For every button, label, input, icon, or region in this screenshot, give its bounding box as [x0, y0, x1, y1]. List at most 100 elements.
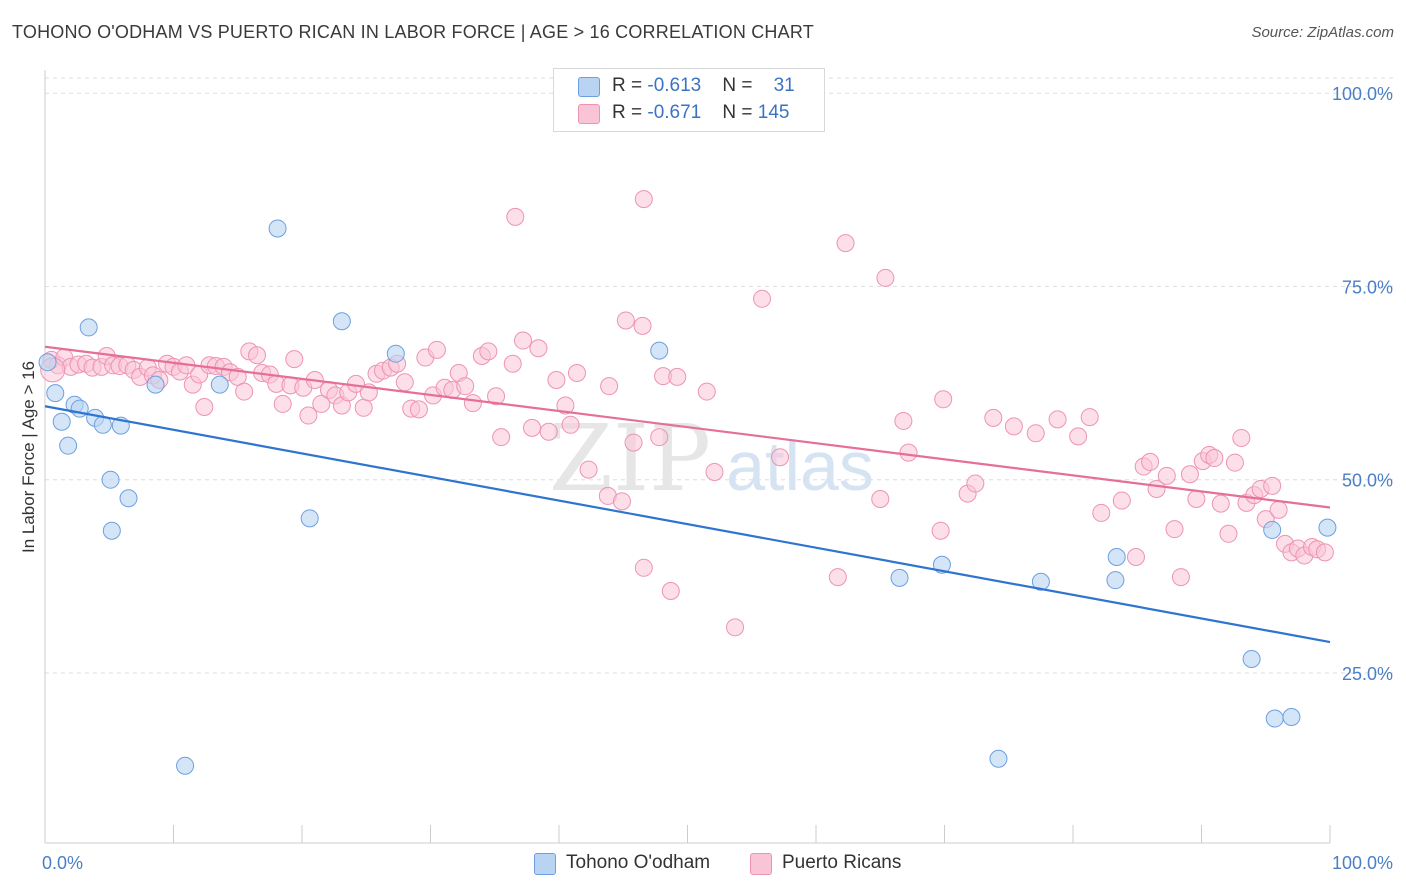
puerto-ricans-point: [1171, 568, 1190, 587]
puerto-ricans-point: [899, 443, 918, 462]
y-tick-label: 75.0%: [1342, 277, 1393, 297]
tohono-oodham-point: [146, 375, 165, 394]
puerto-ricans-point: [539, 422, 558, 441]
puerto-ricans-point: [616, 311, 635, 330]
legend-swatch-pink: [578, 104, 600, 124]
puerto-ricans-point: [1157, 466, 1176, 485]
puerto-ricans-point: [479, 342, 498, 361]
puerto-ricans-point: [668, 367, 687, 386]
tohono-oodham-point: [79, 318, 98, 337]
legend-swatch-blue: [534, 853, 556, 875]
correlation-legend: R = -0.613 N = 31 R = -0.671 N = 145: [553, 68, 825, 132]
puerto-ricans-point: [487, 387, 506, 406]
puerto-ricans-point: [934, 390, 953, 409]
tohono-oodham-point: [52, 412, 71, 431]
legend-r-value: -0.671: [647, 102, 702, 123]
puerto-ricans-point: [427, 340, 446, 359]
puerto-ricans-point: [634, 558, 653, 577]
puerto-ricans-point: [650, 428, 669, 447]
puerto-ricans-point: [579, 460, 598, 479]
puerto-ricans-point: [1269, 500, 1288, 519]
tohono-oodham-point: [989, 749, 1008, 768]
source-label: Source: ZipAtlas.com: [1251, 24, 1394, 41]
y-tick-label: 100.0%: [1332, 84, 1393, 104]
tohono-oodham-point: [46, 384, 65, 403]
puerto-ricans-point: [248, 346, 267, 365]
puerto-ricans-point: [633, 316, 652, 335]
y-axis-label: In Labor Force | Age > 16: [19, 361, 38, 553]
tohono-oodham-point: [1107, 547, 1126, 566]
puerto-ricans-point: [463, 394, 482, 413]
legend-label: Tohono O'odham: [566, 852, 711, 873]
tohono-oodham-point: [59, 436, 78, 455]
puerto-ricans-point: [771, 448, 790, 467]
puerto-ricans-point: [1232, 428, 1251, 447]
puerto-ricans-point: [1080, 408, 1099, 427]
puerto-ricans-point: [705, 462, 724, 481]
tohono-oodham-point: [38, 353, 57, 372]
puerto-ricans-point: [876, 268, 895, 287]
puerto-ricans-point: [984, 408, 1003, 427]
puerto-ricans-point: [624, 433, 643, 452]
puerto-ricans-point: [1187, 490, 1206, 509]
puerto-ricans-point: [523, 418, 542, 437]
puerto-ricans-point: [1092, 503, 1111, 522]
legend-r-value: -0.613: [647, 75, 702, 96]
tohono-oodham-point: [1263, 520, 1282, 539]
puerto-ricans-point: [561, 415, 580, 434]
puerto-ricans-point: [195, 398, 214, 417]
tohono-oodham-point: [101, 470, 120, 489]
puerto-ricans-point: [1205, 449, 1224, 468]
puerto-ricans-point: [1026, 424, 1045, 443]
x-tick-label: 0.0%: [42, 853, 83, 873]
puerto-ricans-point: [612, 492, 631, 511]
puerto-ricans-point: [1004, 417, 1023, 436]
tohono-oodham-point: [300, 509, 319, 528]
puerto-ricans-point: [634, 190, 653, 209]
puerto-ricans-point: [894, 411, 913, 430]
tohono-oodham-point: [650, 341, 669, 360]
watermark-atlas: atlas: [726, 427, 874, 505]
puerto-ricans-point: [726, 618, 745, 637]
puerto-ricans-point: [600, 377, 619, 396]
puerto-ricans-point: [409, 400, 428, 419]
puerto-ricans-point: [312, 394, 331, 413]
puerto-ricans-point: [285, 350, 304, 369]
puerto-ricans-trend-line: [44, 345, 1331, 509]
chart-title: TOHONO O'ODHAM VS PUERTO RICAN IN LABOR …: [12, 22, 814, 42]
puerto-ricans-point: [354, 398, 373, 417]
tohono-oodham-point: [386, 344, 405, 363]
puerto-ricans-point: [1048, 410, 1067, 429]
puerto-ricans-point: [456, 377, 475, 396]
tohono-oodham-point: [1106, 571, 1125, 590]
trend-lines: [44, 345, 1331, 644]
tohono-oodham-point: [890, 568, 909, 587]
legend-swatch-pink: [750, 853, 772, 875]
puerto-ricans-point: [567, 364, 586, 383]
puerto-ricans-point: [1141, 452, 1160, 471]
puerto-ricans-point: [1112, 491, 1131, 510]
puerto-ricans-point: [503, 354, 522, 373]
puerto-ricans-point: [492, 428, 511, 447]
puerto-ricans-point: [1165, 520, 1184, 539]
tohono-oodham-point: [102, 521, 121, 540]
puerto-ricans-point: [966, 474, 985, 493]
tohono-oodham-point: [1265, 709, 1284, 728]
grid-lines: [45, 77, 1395, 674]
legend-r-label: R =: [612, 102, 648, 123]
puerto-ricans-point: [514, 331, 533, 350]
puerto-ricans-point: [1126, 547, 1145, 566]
puerto-ricans-point: [836, 234, 855, 253]
puerto-ricans-point: [931, 521, 950, 540]
puerto-ricans-point: [1180, 465, 1199, 484]
puerto-ricans-point: [697, 382, 716, 401]
axes: [44, 70, 1331, 844]
tohono-oodham-point: [268, 219, 287, 238]
puerto-ricans-point: [1219, 524, 1238, 543]
puerto-ricans-point: [235, 382, 254, 401]
puerto-ricans-point: [1315, 543, 1334, 562]
tick-labels: 25.0% 50.0% 75.0% 100.0% 0.0% 100.0%: [42, 84, 1393, 873]
puerto-ricans-point: [1225, 453, 1244, 472]
puerto-ricans-point: [1069, 427, 1088, 446]
